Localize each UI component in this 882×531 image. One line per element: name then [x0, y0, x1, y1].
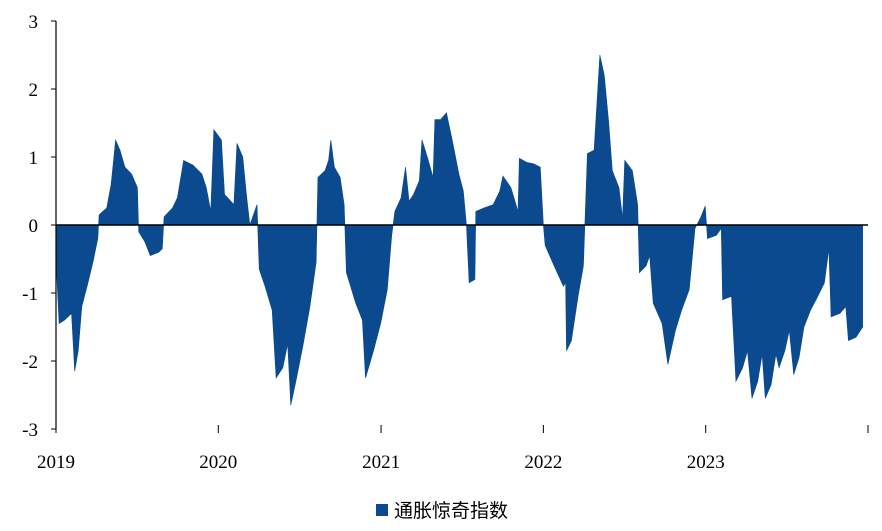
- legend-swatch: [376, 503, 388, 516]
- x-tick-label: 2022: [524, 452, 562, 473]
- legend-label: 通胀惊奇指数: [394, 500, 509, 522]
- y-tick-label: 1: [29, 148, 39, 169]
- series-area-layer: [55, 54, 863, 406]
- y-tick-label: -2: [22, 352, 38, 373]
- x-tick-label: 2021: [362, 452, 400, 473]
- y-tick-label: 0: [29, 216, 39, 237]
- y-tick-label: 2: [29, 80, 39, 101]
- axes: 3 2 1 0 -1 -2 -3 2019 2020 2021 2022 2023: [22, 12, 869, 473]
- x-tick-label: 2023: [687, 452, 725, 473]
- x-tick-label: 2019: [37, 452, 75, 473]
- x-tick-label: 2020: [199, 452, 237, 473]
- series-area: [55, 54, 863, 406]
- y-tick-label: 3: [29, 12, 39, 33]
- y-tick-label: -3: [22, 420, 38, 441]
- y-tick-label: -1: [22, 284, 38, 305]
- legend: 通胀惊奇指数: [376, 496, 508, 523]
